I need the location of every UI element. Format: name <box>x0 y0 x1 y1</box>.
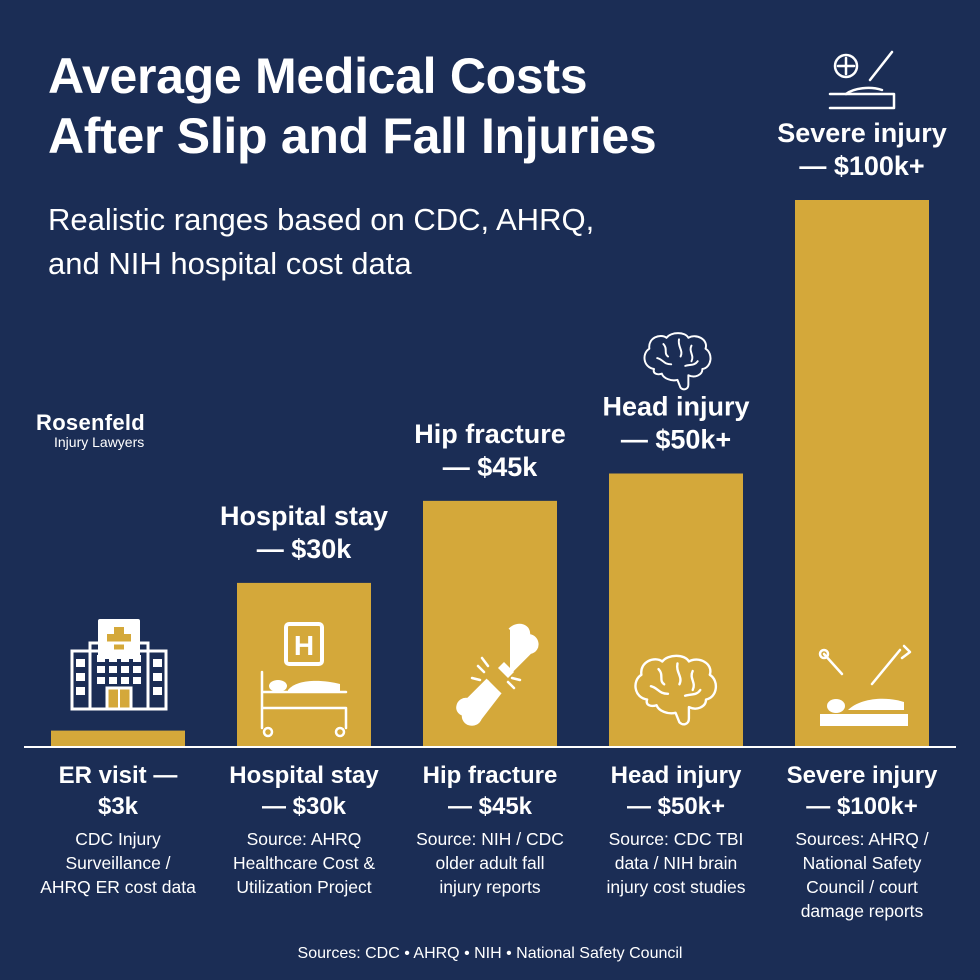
source-note-0-0: CDC Injury <box>75 829 161 849</box>
logo-subtitle: Injury Lawyers <box>54 434 145 450</box>
source-note-4-1: National Safety <box>803 853 922 873</box>
category-label-3-0: Head injury <box>611 762 742 789</box>
subtitle-line-1: Realistic ranges based on CDC, AHRQ, <box>48 202 595 237</box>
brain-icon <box>634 654 717 726</box>
category-label-2-0: Hip fracture <box>423 762 558 789</box>
category-label-1-0: Hospital stay <box>229 762 379 789</box>
bar-2 <box>423 500 557 747</box>
chart-title: Average Medical Costs After Slip and Fal… <box>48 46 788 166</box>
brand-logo: Rosenfeld Injury Lawyers <box>36 410 145 450</box>
source-note-0-2: AHRQ ER cost data <box>40 877 196 897</box>
category-label-2-1: — $45k <box>448 793 533 820</box>
bar-4 <box>795 200 929 747</box>
hospital-bed-icon: H <box>260 622 348 738</box>
top-label-3-0: Head injury <box>602 392 749 422</box>
category-label-0-1: $3k <box>98 793 139 820</box>
source-note-1-2: Utilization Project <box>236 877 371 897</box>
top-label-1-0: Hospital stay <box>220 501 388 531</box>
source-note-2-1: older adult fall <box>436 853 545 873</box>
source-note-4-2: Council / court <box>806 877 918 897</box>
surgery-icon <box>818 644 912 726</box>
svg-text:H: H <box>294 630 314 661</box>
bar-0 <box>51 730 185 747</box>
logo-name: Rosenfeld <box>36 410 146 435</box>
top-label-2-1: — $45k <box>443 452 539 482</box>
broken-bone-icon <box>456 623 539 726</box>
title-line-1: Average Medical Costs <box>48 48 588 104</box>
footer-sources: Sources: CDC • AHRQ • NIH • National Saf… <box>297 945 683 962</box>
top-label-4-0: Severe injury <box>777 118 947 148</box>
top-label-3-1: — $50k+ <box>621 425 731 455</box>
top-label-2-0: Hip fracture <box>414 419 566 449</box>
source-note-3-1: data / NIH brain <box>615 853 738 873</box>
subtitle-line-2: and NIH hospital cost data <box>48 246 412 281</box>
source-note-1-0: Source: AHRQ <box>247 829 362 849</box>
top-label-1-1: — $30k <box>257 534 353 564</box>
title-line-2: After Slip and Fall Injuries <box>48 108 657 164</box>
source-note-2-2: injury reports <box>439 877 540 897</box>
chart-subtitle: Realistic ranges based on CDC, AHRQ, and… <box>48 198 688 286</box>
brain-header-icon <box>643 332 712 391</box>
source-note-4-3: damage reports <box>801 901 924 921</box>
category-label-4-0: Severe injury <box>787 762 938 789</box>
surgery-header-icon <box>828 50 896 110</box>
source-note-3-2: injury cost studies <box>606 877 745 897</box>
bar-3 <box>609 473 743 747</box>
category-label-4-1: — $100k+ <box>806 793 917 820</box>
hospital-building-icon <box>70 619 168 711</box>
source-note-0-1: Surveillance / <box>65 853 170 873</box>
source-note-1-1: Healthcare Cost & <box>233 853 375 873</box>
category-label-0-0: ER visit — <box>59 762 178 789</box>
source-note-2-0: Source: NIH / CDC <box>416 829 564 849</box>
category-label-3-1: — $50k+ <box>627 793 725 820</box>
source-note-3-0: Source: CDC TBI <box>609 829 744 849</box>
source-note-4-0: Sources: AHRQ / <box>795 829 928 849</box>
category-label-1-1: — $30k <box>262 793 347 820</box>
top-label-4-1: — $100k+ <box>799 151 924 181</box>
